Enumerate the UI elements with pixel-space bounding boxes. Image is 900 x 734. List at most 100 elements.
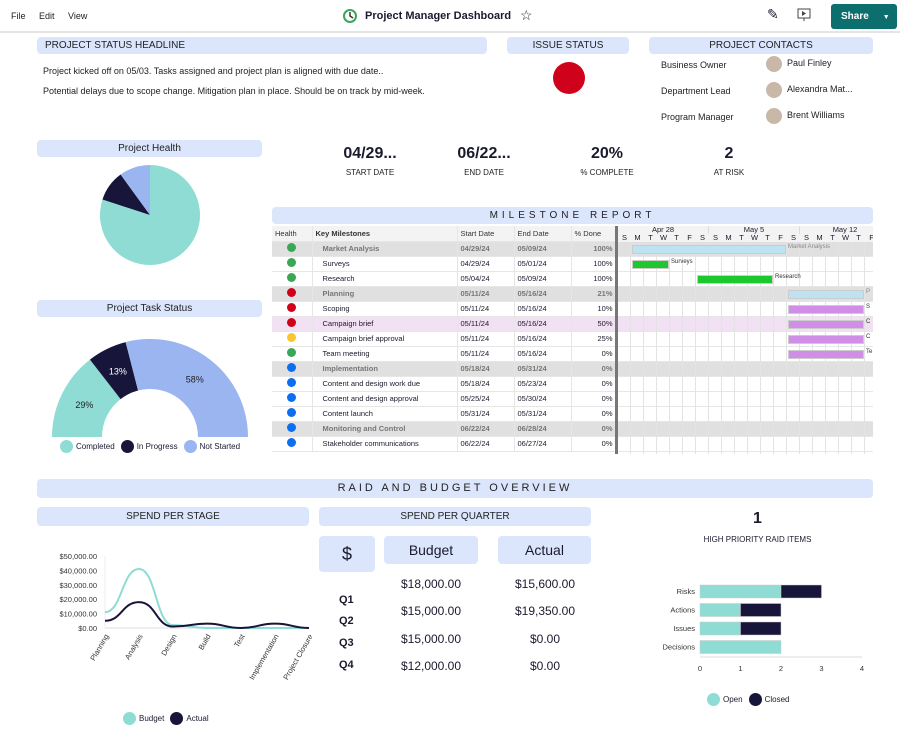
- x-tick-label: 1: [738, 664, 742, 673]
- gantt-gridline: [708, 242, 709, 454]
- health-cell: [272, 406, 313, 422]
- gantt-bar[interactable]: [788, 290, 864, 299]
- health-dot: [287, 273, 297, 282]
- gantt-bar[interactable]: [632, 260, 669, 269]
- star-icon[interactable]: ☆: [520, 7, 533, 23]
- gantt-row: [618, 422, 873, 437]
- percent-done: 21%: [571, 286, 617, 302]
- gantt-day: W: [657, 234, 670, 242]
- milestone-name: Implementation: [312, 361, 458, 377]
- health-cell: [272, 286, 313, 302]
- donut-label: 13%: [109, 366, 127, 376]
- x-tick-label: Test: [232, 632, 247, 649]
- gantt-row: [618, 407, 873, 422]
- milestone-header: MILESTONE REPORT: [272, 207, 873, 224]
- health-cell: [272, 316, 313, 332]
- quarter-label: Q1: [339, 594, 354, 606]
- share-button[interactable]: Share ▼: [831, 4, 897, 29]
- quarter-label: Q3: [339, 637, 354, 649]
- health-dot: [287, 258, 297, 267]
- gantt-day: F: [683, 234, 696, 242]
- start-date: 06/22/24: [457, 436, 515, 452]
- task-status-header: Project Task Status: [37, 300, 262, 317]
- milestone-name: Monitoring and Control: [312, 421, 458, 437]
- gantt-bar-label: Market Analysis: [788, 244, 831, 250]
- gantt-day: S: [696, 234, 709, 242]
- gantt-bar[interactable]: [632, 245, 786, 254]
- milestone-name: Content launch: [312, 406, 458, 422]
- end-date: 05/31/24: [514, 406, 572, 422]
- currency-symbol: $: [319, 536, 375, 572]
- table-row[interactable]: Campaign brief approval 05/11/24 05/16/24 2…: [272, 331, 617, 347]
- issue-status-indicator: [553, 62, 585, 94]
- contact-name[interactable]: Paul Finley: [787, 58, 832, 68]
- contact-name[interactable]: Alexandra Mat...: [787, 84, 853, 94]
- menu-view[interactable]: View: [68, 11, 88, 21]
- gantt-bar-label: S: [866, 304, 871, 310]
- table-row[interactable]: Content and design approval 05/25/24 05/30…: [272, 391, 617, 407]
- table-row[interactable]: Team meeting 05/11/24 05/16/24 0%: [272, 346, 617, 362]
- health-dot: [287, 243, 297, 252]
- gantt-bar-label: Te: [866, 349, 873, 355]
- y-tick-label: $50,000.00: [59, 552, 97, 561]
- percent-done: 0%: [571, 361, 617, 377]
- end-date: 05/31/24: [514, 361, 572, 377]
- spend-stage-legend: Budget Actual: [123, 712, 209, 725]
- table-row[interactable]: Content and design work due 05/18/24 05/23…: [272, 376, 617, 392]
- menu-edit[interactable]: Edit: [39, 11, 55, 21]
- gantt-gridline: [773, 242, 774, 454]
- table-row[interactable]: Planning 05/11/24 05/16/24 21%: [272, 286, 617, 302]
- task-status-donut: 29% 13% 58%: [52, 339, 248, 437]
- gantt-day: T: [644, 234, 657, 242]
- gantt-gridline: [864, 242, 865, 454]
- budget-value: $18,000.00: [400, 577, 462, 591]
- health-dot: [287, 393, 297, 402]
- gantt-bar[interactable]: [697, 275, 773, 284]
- gantt-bar[interactable]: [788, 320, 864, 329]
- table-row[interactable]: Stakeholder communications 06/22/24 06/27/…: [272, 436, 617, 452]
- legend-in-progress: In Progress: [120, 440, 178, 453]
- health-cell: [272, 436, 313, 452]
- gantt-divider[interactable]: [615, 226, 618, 454]
- pie-slice-in-progress: [102, 174, 150, 215]
- y-tick-label: $10,000.00: [59, 610, 97, 619]
- present-icon[interactable]: [797, 8, 811, 22]
- menu-file[interactable]: File: [11, 11, 26, 21]
- start-date: 05/11/24: [457, 346, 515, 362]
- kpi-value: 04/29...: [343, 145, 397, 162]
- gantt-day: M: [722, 234, 735, 242]
- table-row[interactable]: Research 05/04/24 05/09/24 100%: [272, 271, 617, 287]
- gantt-gridline: [643, 242, 644, 454]
- issue-status-header: ISSUE STATUS: [507, 37, 629, 54]
- gantt-day: W: [839, 234, 852, 242]
- milestone-name: Surveys: [312, 256, 458, 272]
- gantt-bar-label: Research: [775, 274, 801, 280]
- health-cell: [272, 331, 313, 347]
- contact-name[interactable]: Brent Williams: [787, 110, 845, 120]
- table-row[interactable]: Surveys 04/29/24 05/01/24 100%: [272, 256, 617, 272]
- x-tick-label: Implementation: [247, 633, 280, 682]
- gantt-gridline: [695, 242, 696, 454]
- gantt-bar[interactable]: [788, 350, 864, 359]
- avatar: [766, 82, 782, 98]
- table-row[interactable]: Content launch 05/31/24 05/31/24 0%: [272, 406, 617, 422]
- raid-bar-chart: Risks Actions Issues Decisions 0 1 2 3 4: [662, 584, 864, 673]
- health-cell: [272, 301, 313, 317]
- table-row[interactable]: Implementation 05/18/24 05/31/24 0%: [272, 361, 617, 377]
- pencil-icon[interactable]: ✎: [767, 6, 779, 22]
- table-row[interactable]: Scoping 05/11/24 05/16/24 10%: [272, 301, 617, 317]
- percent-done: 100%: [571, 271, 617, 287]
- table-row[interactable]: Market Analysis 04/29/24 05/09/24 100%: [272, 241, 617, 257]
- gantt-day: S: [787, 234, 800, 242]
- health-cell: [272, 361, 313, 377]
- health-dot: [287, 438, 297, 447]
- gantt-bar[interactable]: [788, 335, 864, 344]
- percent-done: 0%: [571, 391, 617, 407]
- gantt-bar[interactable]: [788, 305, 864, 314]
- gantt-row: [618, 377, 873, 392]
- gantt-week: Apr 28: [618, 226, 709, 234]
- table-row[interactable]: Campaign brief 05/11/24 05/16/24 50%: [272, 316, 617, 332]
- table-row[interactable]: Monitoring and Control 06/22/24 06/28/24 0%: [272, 421, 617, 437]
- bar-open: [699, 640, 782, 654]
- gantt-gridline: [851, 242, 852, 454]
